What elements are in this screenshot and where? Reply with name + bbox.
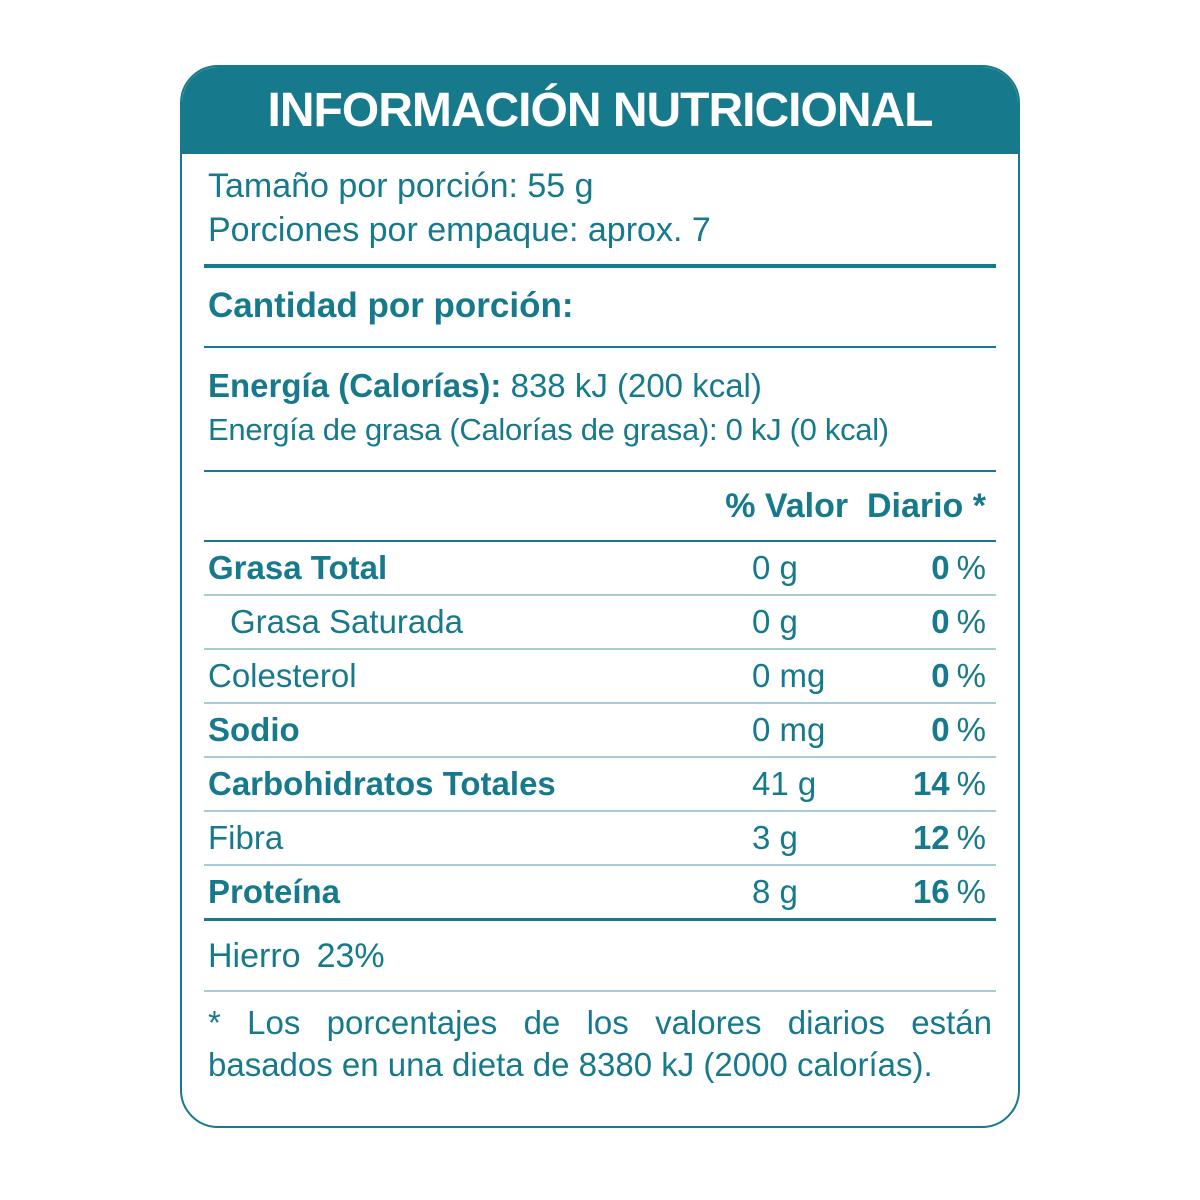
nutrient-daily-value: 0% [931, 657, 986, 694]
iron-line: Hierro 23% [208, 937, 385, 975]
divider-medium [204, 470, 996, 472]
divider-medium [204, 540, 996, 542]
amount-per-serving-section: Cantidad por porción: [182, 268, 1018, 346]
energy-section: Energía (Calorías): 838 kJ (200 kcal) En… [182, 348, 1018, 470]
divider-light [204, 990, 996, 992]
nutrient-daily-value: 0% [931, 711, 986, 748]
nutrient-name: Sodio [208, 711, 300, 748]
nutrient-daily-value: 14% [912, 765, 986, 802]
percent-sign: % [956, 819, 986, 856]
energy-line: Energía (Calorías): 838 kJ (200 kcal) [208, 364, 986, 408]
divider-thick [204, 264, 996, 268]
nutrient-name: Proteína [208, 873, 341, 910]
minerals-section: Hierro 23% [182, 921, 1018, 990]
nutrient-amount: 3 g [752, 819, 798, 856]
iron-value: 23% [316, 937, 385, 975]
energy-value: 838 kJ (200 kcal) [510, 367, 762, 404]
nutrient-name: Grasa Total [208, 549, 388, 586]
nutrient-row-sodium: Sodio 0 mg 0% [182, 704, 1018, 756]
energy-from-fat-line: Energía de grasa (Calorías de grasa): 0 … [208, 408, 986, 452]
nutrient-row-fiber: Fibra 3 g 12% [182, 812, 1018, 864]
nutrient-amount: 0 g [752, 603, 798, 640]
nutrient-name: Carbohidratos Totales [208, 765, 556, 802]
daily-value-heading: % Valor Diario * [725, 487, 986, 525]
nutrient-daily-value: 16% [912, 873, 986, 910]
divider-light [204, 810, 996, 812]
nutrient-amount: 41 g [752, 765, 817, 802]
nutrient-row-total-carbohydrate: Carbohidratos Totales 41 g 14% [182, 758, 1018, 810]
serving-size: Tamaño por porción: 55 g [208, 167, 594, 205]
energy-from-fat-label: Energía de grasa (Calorías de grasa): [208, 412, 718, 447]
percent-sign: % [956, 657, 986, 694]
energy-from-fat-value: 0 kJ (0 kcal) [725, 412, 890, 447]
nutrient-row-saturated-fat: Grasa Saturada 0 g 0% [182, 596, 1018, 648]
percent-sign: % [956, 873, 986, 910]
percent-sign: % [956, 765, 986, 802]
nutrient-row-total-fat: Grasa Total 0 g 0% [182, 542, 1018, 594]
nutrient-amount: 8 g [752, 873, 798, 910]
daily-value-header-row: % Valor Diario * [182, 472, 1018, 540]
nutrient-daily-value: 12% [912, 819, 986, 856]
nutrition-facts-label: INFORMACIÓN NUTRICIONAL Tamaño por porci… [180, 65, 1020, 1128]
percent-sign: % [956, 549, 986, 586]
divider-medium [204, 346, 996, 348]
nutrient-daily-value: 0% [931, 549, 986, 586]
divider-light [204, 702, 996, 704]
serving-info-section: Tamaño por porción: 55 g Porciones por e… [182, 154, 1018, 264]
nutrient-amount: 0 mg [752, 711, 826, 748]
percent-sign: % [956, 603, 986, 640]
divider-light [204, 756, 996, 758]
nutrient-row-cholesterol: Colesterol 0 mg 0% [182, 650, 1018, 702]
iron-label: Hierro [208, 937, 301, 975]
nutrient-row-protein: Proteína 8 g 16% [182, 866, 1018, 918]
label-header-band: INFORMACIÓN NUTRICIONAL [182, 67, 1018, 154]
nutrient-name: Fibra [208, 819, 284, 856]
daily-value-footnote: * Los porcentajes de los valores diarios… [208, 1004, 992, 1083]
divider-light [204, 594, 996, 596]
divider-heavy [204, 918, 996, 921]
divider-light [204, 864, 996, 866]
divider-light [204, 648, 996, 650]
nutrient-name: Grasa Saturada [230, 603, 463, 640]
amount-per-serving-heading: Cantidad por porción: [208, 286, 574, 325]
nutrient-amount: 0 g [752, 549, 798, 586]
nutrient-name: Colesterol [208, 657, 357, 694]
energy-label: Energía (Calorías): [208, 367, 502, 404]
percent-sign: % [956, 711, 986, 748]
servings-per-package: Porciones por empaque: aprox. 7 [208, 211, 711, 249]
label-title: INFORMACIÓN NUTRICIONAL [267, 84, 934, 137]
nutrient-daily-value: 0% [931, 603, 986, 640]
nutrient-amount: 0 mg [752, 657, 826, 694]
